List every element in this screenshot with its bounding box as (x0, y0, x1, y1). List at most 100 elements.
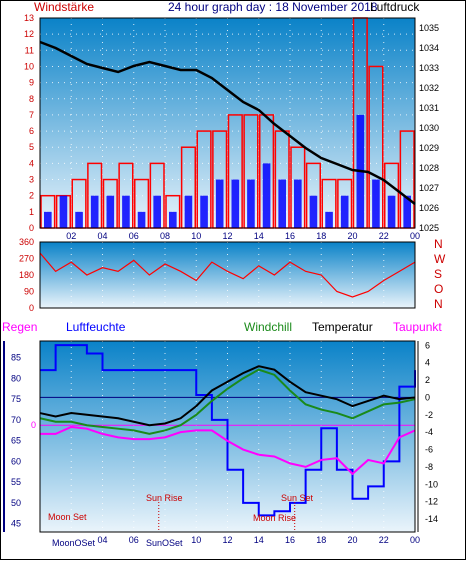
wind-ytick-label: 9 (29, 78, 34, 88)
pressure-ytick-label: 1026 (419, 203, 439, 213)
temperature-ytick-label: -10 (425, 479, 438, 489)
wind-ytick-label: 13 (24, 13, 34, 23)
temp-xtick-label: 14 (254, 535, 264, 545)
label-windchill: Windchill (244, 320, 293, 334)
temperature-line (39, 365, 416, 427)
wind-avg-bar (169, 211, 177, 228)
temperature-ytick-label: -14 (425, 514, 438, 524)
wind-xtick-label: 16 (285, 231, 295, 241)
temp-xtick-label: 04 (97, 535, 107, 545)
temperature-ytick-label: 0 (425, 392, 430, 402)
humidity-ytick-label: 75 (11, 394, 21, 404)
temp-xtick-label: 10 (191, 535, 201, 545)
wind-xtick-label: 02 (66, 231, 76, 241)
annotation-moon-set: Moon Set (48, 512, 87, 522)
humidity-ytick-label: 65 (11, 436, 21, 446)
wind-ytick-label: 11 (25, 45, 34, 55)
wind-avg-bar (325, 211, 333, 228)
annotation-moon-overlap: MoonOSet (52, 538, 96, 548)
wind-avg-bar (59, 195, 68, 228)
pressure-line (39, 40, 416, 205)
wind-ytick-label: 3 (29, 175, 34, 185)
wind-avg-bar (90, 195, 99, 228)
annotation-moon-rise: Moon Rise (253, 513, 297, 523)
annotation-sun-rise: Sun Rise (146, 493, 183, 503)
wind-xtick-label: 18 (316, 231, 326, 241)
wind-xtick-label: 12 (222, 231, 232, 241)
wind-xtick-label: 00 (410, 231, 420, 241)
wind-xtick-label: 08 (160, 231, 170, 241)
wind-avg-bar (309, 195, 318, 228)
temperature-ytick-label: 4 (425, 358, 430, 368)
wind-ytick-label: 12 (24, 29, 34, 39)
temperature-ytick-label: -12 (425, 497, 438, 507)
panel-border (39, 340, 416, 533)
temp-xtick-label: 16 (285, 535, 295, 545)
wind-ytick-label: 2 (29, 191, 34, 201)
compass-w: W (434, 252, 446, 266)
temp-xtick-label: 12 (222, 535, 232, 545)
wind-ytick-label: 7 (29, 110, 34, 120)
temperature-ytick-label: 2 (425, 375, 430, 385)
wind-ytick-label: 5 (29, 142, 34, 152)
wind-avg-bar (200, 195, 208, 228)
wind-ytick-label: 8 (29, 94, 34, 104)
wind-ytick-label: 1 (29, 207, 34, 217)
pressure-ytick-label: 1034 (419, 43, 439, 53)
wind-avg-bar (122, 195, 130, 228)
dewpoint-line (40, 425, 416, 476)
compass-n-bottom: N (434, 297, 443, 311)
label-luftfeuchte: Luftfeuchte (66, 320, 126, 334)
temperature-ytick-label: 6 (425, 340, 430, 350)
wind-avg-bar (247, 179, 255, 228)
wind-avg-bar (294, 179, 302, 228)
wind-avg-bar (215, 179, 224, 228)
wind-xtick-label: 06 (129, 231, 139, 241)
temperature-ytick-label: -4 (425, 427, 433, 437)
humidity-ytick-label: 85 (11, 353, 21, 363)
wind-avg-bar (184, 195, 193, 228)
annotation-sun-overlap: SunOSet (146, 538, 183, 548)
temperature-ytick-label: -6 (425, 445, 433, 455)
pressure-ytick-label: 1028 (419, 163, 439, 173)
direction-ytick-label: 360 (19, 237, 34, 247)
wind-avg-bar (372, 179, 380, 228)
temp-xtick-label: 00 (410, 535, 420, 545)
humidity-ytick-label: 55 (11, 477, 21, 487)
wind-xtick-label: 10 (191, 231, 201, 241)
annotation-sun-set: Sun Set (281, 493, 314, 503)
pressure-ytick-label: 1031 (419, 103, 439, 113)
wind-ytick-label: 10 (24, 61, 34, 71)
wind-avg-bar (262, 163, 271, 228)
wind-avg-bar (75, 211, 83, 228)
pressure-ytick-label: 1033 (419, 63, 439, 73)
wind-avg-bar (387, 195, 396, 228)
panel-background (40, 242, 415, 308)
wind-avg-bar (231, 179, 240, 228)
temperature-ytick-label: -8 (425, 462, 433, 472)
compass-o: O (434, 282, 444, 296)
pressure-ytick-label: 1030 (419, 123, 439, 133)
wind-xtick-label: 14 (254, 231, 264, 241)
regen-zero-label: 0 (31, 420, 36, 430)
direction-ytick-label: 0 (29, 303, 34, 313)
humidity-ytick-label: 60 (11, 456, 21, 466)
wind-avg-bar (340, 195, 349, 228)
label-temperatur: Temperatur (312, 320, 373, 334)
temperature-ytick-label: -2 (425, 410, 433, 420)
wind-xtick-label: 22 (379, 231, 389, 241)
panel-border (39, 241, 416, 309)
direction-ytick-label: 90 (24, 287, 34, 297)
wind-avg-bar (137, 211, 146, 228)
wind-direction-line (39, 252, 416, 298)
wind-avg-bar (44, 211, 52, 228)
humidity-ytick-label: 80 (11, 373, 21, 383)
compass-s: S (434, 267, 443, 281)
humidity-ytick-label: 70 (11, 415, 21, 425)
label-regen: Regen (2, 320, 38, 334)
pressure-ytick-label: 1032 (419, 83, 439, 93)
panel-border (39, 17, 416, 229)
header-title: 24 hour graph day : 18 November 2018 (168, 0, 378, 14)
header-luftdruck: Luftdruck (370, 0, 420, 14)
